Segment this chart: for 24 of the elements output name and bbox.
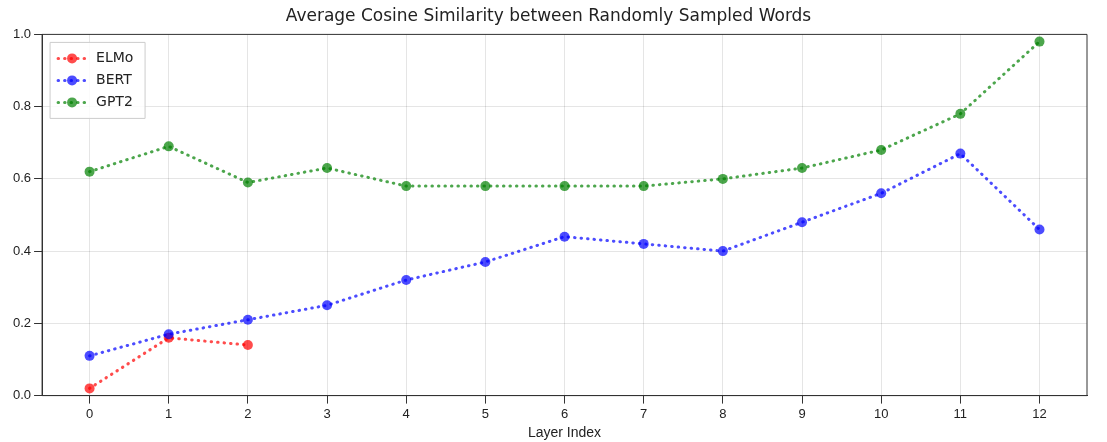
x-axis-title: Layer Index [527, 424, 602, 441]
y-tick-label: 0.2 [12, 314, 32, 330]
x-tick-label: 12 [1032, 405, 1047, 421]
x-tick-label: 5 [481, 405, 489, 421]
x-tick-label: 10 [873, 405, 889, 421]
x-tick-label: 4 [402, 405, 410, 421]
y-tick-label: 0.4 [12, 242, 32, 258]
x-tick-label: 7 [640, 405, 648, 421]
x-tick-label: 2 [244, 405, 252, 421]
chart-title: Average Cosine Similarity between Randomly Sampled Words [285, 4, 812, 25]
x-tick-label: 9 [798, 405, 806, 421]
x-tick-label: 3 [323, 405, 331, 421]
x-tick-label: 11 [953, 405, 968, 421]
y-tick-label: 0.0 [12, 387, 32, 403]
y-tick-label: 0.8 [12, 98, 32, 114]
x-tick-label: 1 [165, 405, 173, 421]
legend-label: GPT2 [96, 93, 133, 110]
legend-label: BERT [96, 71, 133, 88]
y-tick-label: 0.6 [12, 170, 32, 186]
y-tick-label: 1.0 [12, 25, 32, 41]
x-tick-label: 6 [560, 405, 569, 421]
x-tick-label: 8 [719, 405, 727, 421]
x-tick-label: 0 [85, 405, 94, 421]
legend-label: ELMo [96, 49, 134, 66]
